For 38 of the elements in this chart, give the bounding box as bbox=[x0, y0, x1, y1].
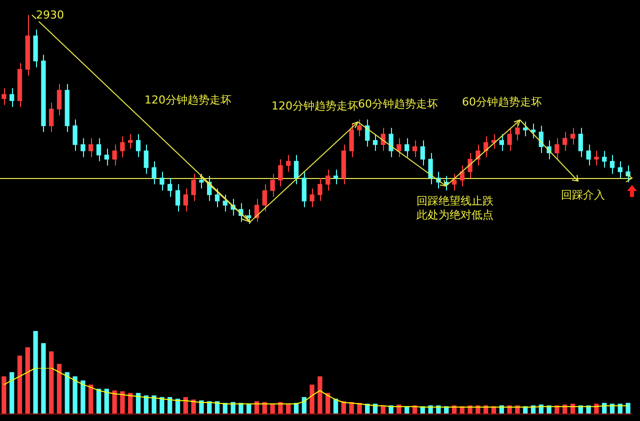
bar bbox=[238, 402, 244, 414]
bar bbox=[80, 380, 86, 414]
bar bbox=[2, 376, 6, 414]
annotation: 60分钟趋势走坏 bbox=[462, 96, 542, 108]
annotation: 回踩绝望线止跌 bbox=[416, 194, 494, 208]
annotation: 此处为绝对低点 bbox=[416, 208, 494, 222]
bar bbox=[349, 402, 354, 414]
bar bbox=[318, 376, 322, 414]
bar bbox=[199, 400, 204, 414]
bar bbox=[10, 372, 14, 414]
bar bbox=[56, 364, 62, 414]
bar bbox=[104, 388, 109, 414]
bar bbox=[41, 343, 46, 414]
bar bbox=[191, 400, 196, 414]
bar bbox=[33, 331, 38, 414]
bar bbox=[96, 388, 102, 414]
bar bbox=[72, 376, 78, 414]
bar bbox=[152, 395, 156, 414]
bar bbox=[88, 384, 94, 414]
bar bbox=[120, 391, 125, 414]
bar bbox=[357, 402, 362, 414]
bar bbox=[626, 402, 630, 414]
bar bbox=[278, 402, 283, 414]
bar bbox=[160, 397, 164, 414]
bar bbox=[49, 351, 54, 414]
annotation: 60分钟趋势走坏 bbox=[358, 98, 438, 110]
annotation: 120分钟趋势走坏 bbox=[144, 94, 232, 106]
bar bbox=[310, 384, 314, 414]
bar bbox=[25, 347, 30, 414]
bar bbox=[230, 402, 236, 414]
annotation: 2930 bbox=[36, 8, 64, 22]
bar bbox=[112, 390, 117, 414]
annotation: 120分钟趋势走坏 bbox=[272, 100, 358, 112]
bar bbox=[17, 356, 22, 414]
bar bbox=[594, 404, 599, 414]
annotation: 回踩介入 bbox=[561, 188, 605, 202]
bar bbox=[64, 372, 70, 414]
bar bbox=[270, 404, 275, 414]
